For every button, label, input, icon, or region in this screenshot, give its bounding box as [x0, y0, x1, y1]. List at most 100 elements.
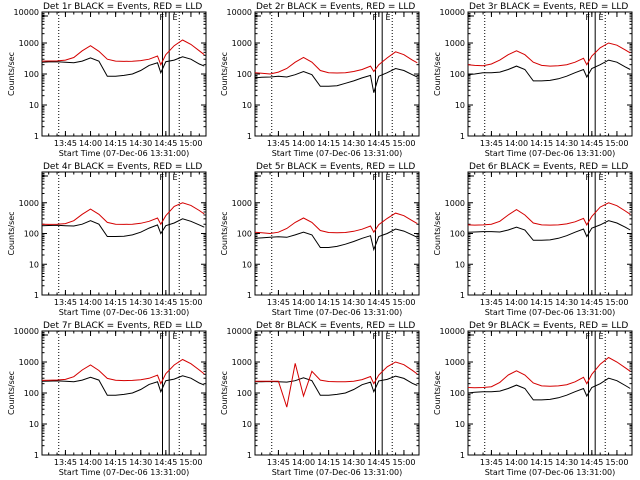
x-tick-label: 13:45 — [54, 298, 77, 307]
x-axis-label: Start Time (07-Dec-06 13:31:00) — [59, 308, 190, 317]
y-tick-label: 100 — [450, 230, 465, 239]
flag-label: F — [586, 332, 591, 341]
y-tick-label: 10 — [455, 420, 465, 429]
flag-label: E — [386, 173, 391, 182]
events-series-line — [41, 218, 205, 237]
y-tick-label: 10 — [29, 260, 39, 269]
plot-frame — [467, 171, 633, 296]
flag-label: E — [173, 332, 178, 341]
events-series-line — [254, 228, 418, 252]
x-axis-label: Start Time (07-Dec-06 13:31:00) — [485, 149, 616, 158]
y-tick-label: 10 — [242, 260, 252, 269]
x-tick-label: 15:00 — [605, 458, 628, 467]
y-tick-label: 10 — [455, 101, 465, 110]
y-tick-label: 1 — [247, 451, 252, 460]
y-axis-label: Counts/sec — [433, 371, 442, 415]
flag-label: E — [386, 13, 391, 22]
y-tick-label: 100 — [237, 389, 252, 398]
y-tick-label: 1000 — [19, 199, 39, 208]
x-tick-label: 15:00 — [179, 458, 202, 467]
x-tick-label: 14:45 — [154, 298, 177, 307]
lld-series-line — [254, 51, 418, 75]
x-tick-label: 14:45 — [367, 298, 390, 307]
flag-label: F — [373, 332, 378, 341]
x-tick-label: 14:00 — [505, 139, 528, 148]
x-tick-label: 14:00 — [505, 458, 528, 467]
y-tick-label: 100 — [24, 70, 39, 79]
x-tick-label: 14:15 — [104, 458, 127, 467]
panel-title: Det 7r BLACK = Events, RED = LLD — [43, 321, 202, 331]
x-tick-label: 14:00 — [505, 298, 528, 307]
y-tick-label: 10 — [242, 101, 252, 110]
y-tick-label: 1 — [247, 291, 252, 300]
y-tick-label: 100 — [237, 70, 252, 79]
x-tick-label: 14:15 — [317, 298, 340, 307]
detector-panel-6: Det 6r BLACK = Events, RED = LLD 1 10 100 10… — [433, 162, 633, 317]
detector-panel-4: Det 4r BLACK = Events, RED = LLD 1 10 100 10… — [7, 162, 207, 317]
panel-title: Det 5r BLACK = Events, RED = LLD — [256, 162, 415, 172]
y-tick-label: 10000 — [227, 8, 252, 17]
y-tick-label: 1000 — [445, 358, 465, 367]
x-tick-label: 14:30 — [129, 458, 152, 467]
x-tick-label: 13:45 — [54, 139, 77, 148]
flag-label: F — [160, 173, 165, 182]
x-tick-label: 14:15 — [317, 139, 340, 148]
detector-panel-7: Det 7r BLACK = Events, RED = LLD 1 10 100 10… — [7, 321, 207, 477]
y-tick-label: 1000 — [445, 199, 465, 208]
y-tick-label: 1 — [34, 132, 39, 141]
flag-label: F — [586, 173, 591, 182]
y-tick-label: 1000 — [232, 358, 252, 367]
y-tick-label: 100 — [237, 230, 252, 239]
x-tick-label: 13:45 — [480, 139, 503, 148]
lld-series-line — [41, 358, 205, 385]
y-axis-label: Counts/sec — [220, 371, 229, 415]
plot-frame — [467, 330, 633, 456]
x-axis-label: Start Time (07-Dec-06 13:31:00) — [272, 308, 403, 317]
lld-series-line — [254, 361, 418, 408]
x-tick-label: 14:45 — [154, 458, 177, 467]
x-tick-label: 14:30 — [129, 139, 152, 148]
events-series-line — [467, 377, 631, 401]
x-tick-label: 14:00 — [292, 139, 315, 148]
y-tick-label: 10000 — [440, 8, 465, 17]
panel-title: Det 3r BLACK = Events, RED = LLD — [469, 2, 628, 12]
y-tick-label: 1 — [460, 451, 465, 460]
detector-panel-1: Det 1r BLACK = Events, RED = LLD 1 10 100 10… — [7, 2, 207, 158]
x-tick-label: 14:15 — [530, 298, 553, 307]
detector-panel-5: Det 5r BLACK = Events, RED = LLD 1 10 100 10… — [220, 162, 420, 317]
panel-title: Det 9r BLACK = Events, RED = LLD — [469, 321, 628, 331]
x-tick-label: 14:30 — [342, 458, 365, 467]
x-tick-label: 14:30 — [342, 139, 365, 148]
y-tick-label: 1 — [34, 451, 39, 460]
x-tick-label: 14:15 — [104, 298, 127, 307]
x-tick-label: 15:00 — [179, 298, 202, 307]
x-tick-label: 14:30 — [555, 298, 578, 307]
x-tick-label: 14:30 — [129, 298, 152, 307]
plot-frame — [254, 330, 420, 456]
y-axis-label: Counts/sec — [220, 211, 229, 255]
panel-title: Det 1r BLACK = Events, RED = LLD — [43, 2, 202, 12]
x-tick-label: 15:00 — [179, 139, 202, 148]
plot-frame — [254, 11, 420, 137]
x-tick-label: 14:15 — [530, 139, 553, 148]
flag-label: E — [386, 332, 391, 341]
plot-frame — [467, 11, 633, 137]
x-axis-label: Start Time (07-Dec-06 13:31:00) — [272, 149, 403, 158]
x-tick-label: 14:30 — [555, 139, 578, 148]
x-tick-label: 13:45 — [267, 298, 290, 307]
y-axis-label: Counts/sec — [433, 211, 442, 255]
flag-label: E — [599, 173, 604, 182]
x-axis-label: Start Time (07-Dec-06 13:31:00) — [485, 308, 616, 317]
plot-frame — [254, 171, 420, 296]
y-axis-label: Counts/sec — [433, 52, 442, 96]
flag-label: E — [173, 173, 178, 182]
y-tick-label: 1 — [460, 132, 465, 141]
y-tick-label: 1000 — [232, 199, 252, 208]
panel-title: Det 2r BLACK = Events, RED = LLD — [256, 2, 415, 12]
y-tick-label: 10000 — [14, 8, 39, 17]
x-tick-label: 14:30 — [342, 298, 365, 307]
x-tick-label: 13:45 — [480, 458, 503, 467]
y-tick-label: 1000 — [232, 39, 252, 48]
y-tick-label: 1000 — [445, 39, 465, 48]
plot-frame — [41, 11, 207, 137]
